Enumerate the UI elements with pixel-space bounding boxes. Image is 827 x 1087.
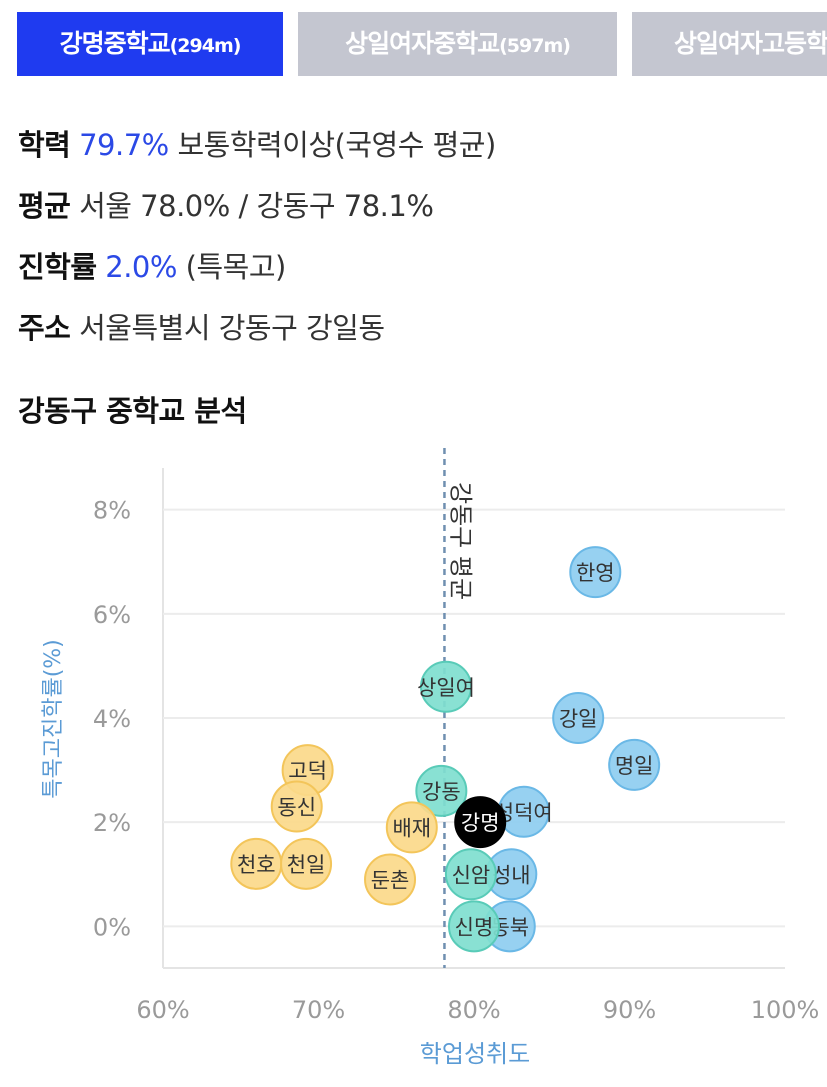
chart-point	[364, 853, 417, 906]
chart-y-tick-label: 2%	[93, 809, 131, 837]
info-academic: 학력 79.7% 보통학력이상(국영수 평균)	[18, 122, 496, 164]
chart-point-label: 강동	[422, 780, 461, 804]
chart-point-label: 동신	[277, 796, 316, 820]
chart-point-label: 신명	[455, 915, 494, 939]
chart-point-label: 강명	[461, 811, 500, 835]
chart-point	[569, 546, 622, 599]
chart-point-label: 강일	[559, 707, 598, 731]
tab-school-1[interactable]: 상일여자중학교(597m)	[298, 12, 617, 76]
info-address-label: 주소	[18, 311, 71, 345]
tab-school-distance: (294m)	[169, 35, 242, 57]
info-average-text: 서울 78.0% / 강동구 78.1%	[79, 189, 434, 223]
info-academic-label: 학력	[18, 128, 71, 162]
chart-y-tick-label: 8%	[93, 497, 131, 525]
chart-point	[420, 660, 473, 713]
chart-point-label: 배재	[392, 816, 431, 840]
chart-y-axis-label: 특목고진학률(%)	[41, 639, 66, 799]
chart-point	[552, 692, 605, 744]
tab-school-name: 상일여자고등학교	[673, 29, 827, 58]
school-tabs: 강명중학교(294m) 상일여자중학교(597m) 상일여자고등학교	[17, 12, 827, 76]
chart-y-tick-label: 6%	[93, 601, 131, 629]
chart-x-tick-label: 60%	[136, 996, 189, 1024]
chart-point	[608, 738, 661, 791]
info-address: 주소 서울특별시 강동구 강일동	[18, 305, 385, 347]
chart-point-label: 신암	[452, 863, 491, 887]
info-academic-value: 79.7%	[79, 128, 169, 162]
chart-point-label: 명일	[615, 754, 654, 778]
tab-school-name: 강명중학교	[59, 29, 171, 58]
info-advancement-label: 진학률	[18, 250, 97, 284]
info-advancement-text: (특목고)	[185, 250, 287, 284]
info-address-text: 서울특별시 강동구 강일동	[79, 311, 385, 345]
tab-school-2[interactable]: 상일여자고등학교	[632, 12, 827, 76]
info-advancement-value: 2.0%	[105, 250, 177, 284]
chart-x-tick-label: 80%	[447, 996, 500, 1024]
chart-point	[448, 900, 500, 953]
tab-school-0[interactable]: 강명중학교(294m)	[17, 12, 283, 76]
tab-school-name: 상일여자중학교	[345, 29, 500, 58]
chart-y-axis: 0% 2% 4% 6% 8%	[93, 497, 131, 942]
chart-point	[270, 780, 323, 833]
chart-x-tick-label: 70%	[292, 996, 345, 1024]
chart-x-axis: 60% 70% 80% 90% 100%	[136, 996, 819, 1024]
chart-point-label: 한영	[576, 561, 615, 585]
reference-line-label: 강동구 평균	[446, 482, 474, 600]
chart-y-tick-label: 0%	[93, 913, 131, 941]
info-average: 평균 서울 78.0% / 강동구 78.1%	[18, 183, 434, 225]
chart-point-label: 둔촌	[371, 868, 410, 892]
chart-point-label: 상일여	[417, 676, 475, 700]
info-average-label: 평균	[18, 189, 71, 223]
chart-x-tick-label: 90%	[603, 996, 656, 1024]
chart-x-tick-label: 100%	[751, 996, 820, 1024]
chart-point	[444, 848, 497, 901]
scatter-chart: 0% 2% 4% 6% 8% 60% 70% 80% 90% 100% 강동구 평균 한영강일명…	[41, 448, 819, 1068]
chart-reference-line: 강동구 평균	[443, 448, 474, 968]
chart-point	[454, 796, 507, 849]
chart-point	[385, 801, 438, 854]
chart-y-tick-label: 4%	[93, 705, 131, 733]
chart-point-label: 천일	[287, 853, 326, 877]
chart-x-axis-label: 학업성취도	[420, 1040, 530, 1068]
info-advancement: 진학률 2.0% (특목고)	[18, 244, 286, 286]
chart-point-label: 천호	[237, 853, 276, 877]
chart-point	[415, 764, 468, 817]
chart-point-label: 성내	[492, 863, 531, 887]
chart-point	[280, 837, 333, 890]
section-title: 강동구 중학교 분석	[18, 394, 247, 428]
tab-school-distance: (597m)	[499, 35, 571, 57]
chart-point-label: 고덕	[288, 759, 327, 783]
info-academic-text: 보통학력이상(국영수 평균)	[177, 128, 496, 162]
